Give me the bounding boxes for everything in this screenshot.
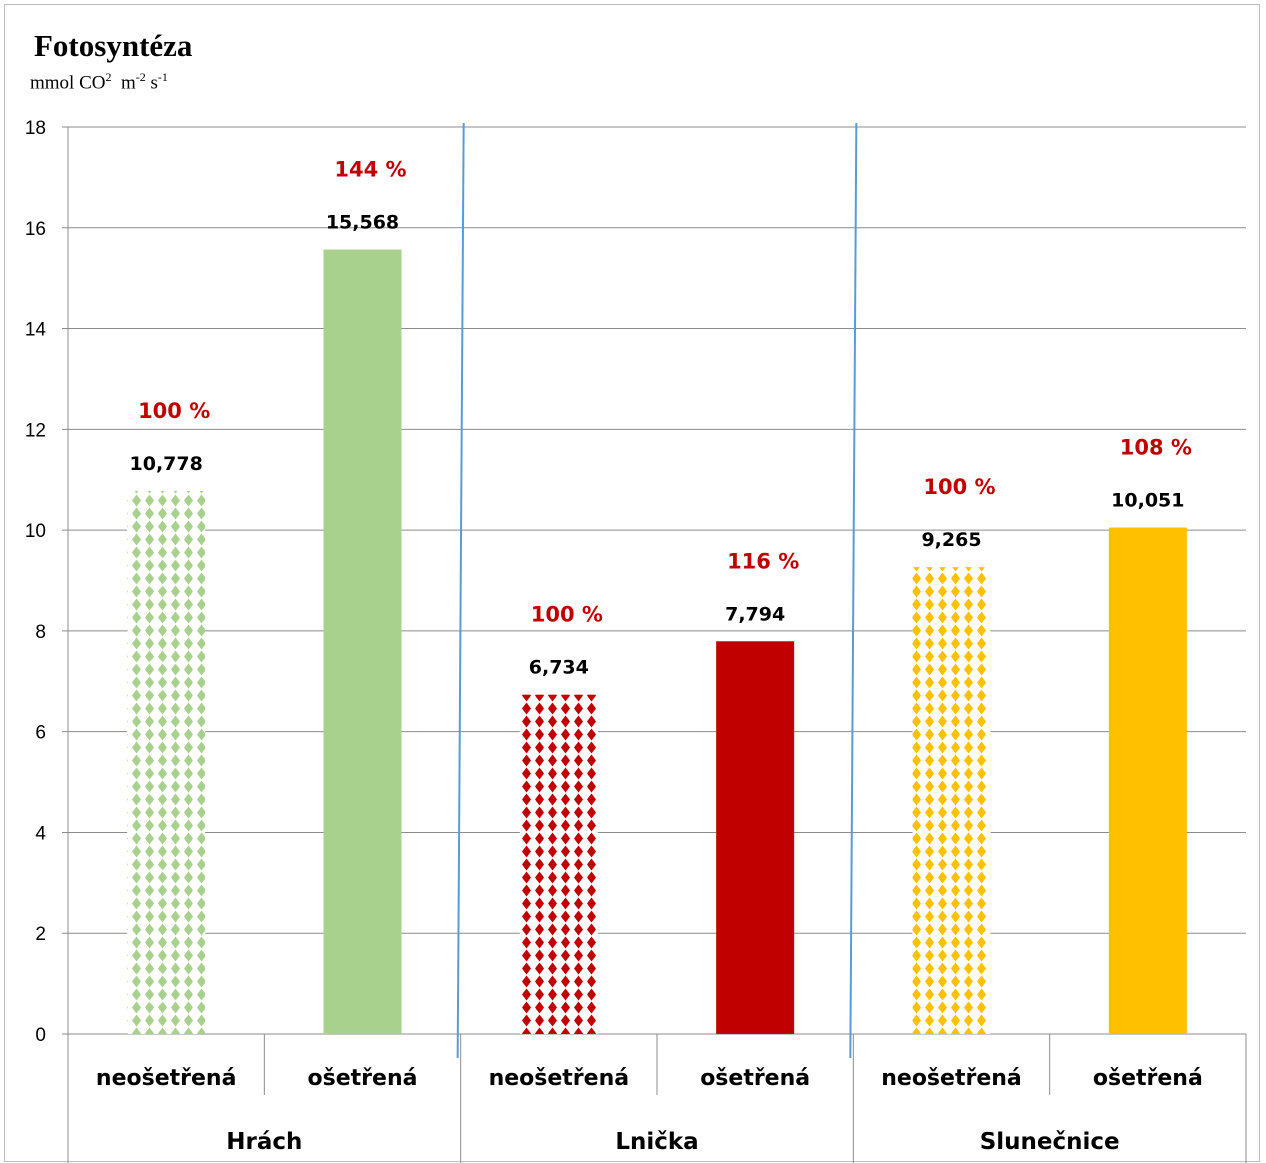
unit-base: mmol CO xyxy=(30,72,106,94)
percent-label: 108 % xyxy=(1120,436,1192,460)
group-label: Slunečnice xyxy=(980,1129,1120,1155)
y-tick-label: 16 xyxy=(25,219,46,240)
percent-label: 100 % xyxy=(923,475,995,499)
bar xyxy=(127,490,206,1034)
category-label: neošetřená xyxy=(881,1066,1022,1091)
chart-unit: mmol CO2 m-2 s-1 xyxy=(30,70,168,94)
percent-label: 100 % xyxy=(138,399,210,423)
group-label: Lnička xyxy=(615,1129,698,1155)
bar xyxy=(519,694,598,1034)
data-label: 15,568 xyxy=(326,212,399,234)
percent-label: 144 % xyxy=(334,158,406,182)
y-tick-label: 4 xyxy=(35,823,46,844)
y-tick-label: 2 xyxy=(35,924,46,945)
unit-s-sup: -1 xyxy=(157,70,168,84)
y-tick-label: 0 xyxy=(35,1025,46,1046)
bar xyxy=(912,567,991,1034)
chart-frame xyxy=(4,4,1260,1162)
category-label: neošetřená xyxy=(96,1066,237,1091)
bar xyxy=(1108,527,1187,1034)
chart-title: Fotosyntéza xyxy=(34,28,193,63)
y-tick-label: 14 xyxy=(25,320,47,341)
group-label: Hrách xyxy=(226,1129,302,1155)
y-tick-label: 12 xyxy=(25,420,46,441)
unit-s: s xyxy=(150,72,158,94)
group-separator xyxy=(456,122,465,1059)
unit-co-sup: 2 xyxy=(105,70,112,84)
data-label: 6,734 xyxy=(529,657,589,679)
category-label: ošetřená xyxy=(308,1066,418,1091)
percent-label: 116 % xyxy=(727,549,799,573)
data-label: 10,778 xyxy=(130,453,203,475)
y-tick-label: 10 xyxy=(25,521,46,542)
data-label: 10,051 xyxy=(1111,490,1184,512)
unit-m: m xyxy=(120,72,136,94)
y-tick-label: 6 xyxy=(35,723,46,744)
unit-m-sup: -2 xyxy=(135,70,146,84)
bar xyxy=(323,249,402,1034)
group-separator xyxy=(849,122,858,1059)
category-label: ošetřená xyxy=(1093,1066,1203,1091)
y-tick-label: 18 xyxy=(25,118,46,139)
data-label: 7,794 xyxy=(725,603,785,625)
y-tick-label: 8 xyxy=(35,622,46,643)
data-label: 9,265 xyxy=(921,529,981,551)
percent-label: 100 % xyxy=(531,603,603,627)
category-label: ošetřená xyxy=(700,1066,810,1091)
category-label: neošetřená xyxy=(489,1066,630,1091)
bar xyxy=(716,641,795,1034)
